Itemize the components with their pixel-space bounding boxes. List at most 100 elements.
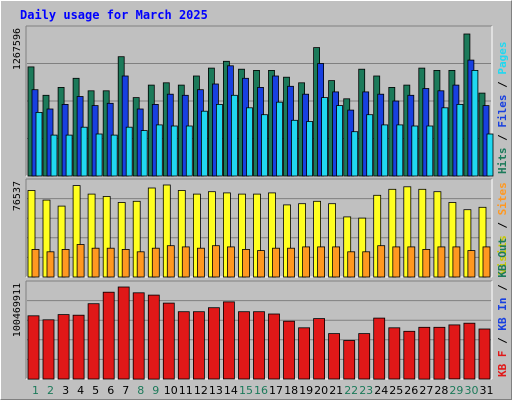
visits-bar-visits: [222, 192, 231, 278]
visits-bar-visits: [388, 188, 397, 278]
visits-bar-visits: [238, 193, 246, 278]
kbf-ytick-label: 100469911: [12, 283, 23, 337]
visits-bar-sites: [347, 251, 356, 278]
x-tick-label: 26: [404, 384, 418, 397]
kbf-bar-kb-f: [343, 340, 356, 380]
x-tick-label: 19: [299, 384, 313, 397]
visits-bar-sites: [437, 246, 446, 278]
kbf-bar-kb-f: [42, 319, 55, 380]
visits-bar-sites: [181, 246, 190, 278]
visits-bar-sites: [467, 250, 476, 278]
visits-bar-visits: [448, 202, 457, 278]
visits-bar-sites: [317, 246, 326, 278]
hits-bar-pages: [426, 125, 434, 177]
hits-bar-pages: [110, 134, 118, 177]
hits-bar-pages: [246, 107, 253, 177]
x-tick-label: 28: [434, 384, 448, 397]
x-tick-label: 8: [137, 384, 144, 397]
x-tick-label: 25: [389, 384, 403, 397]
visits-bar-visits: [403, 186, 412, 278]
visits-bar-sites: [61, 248, 70, 278]
visits-bar-sites: [452, 246, 461, 278]
x-tick-label: 31: [480, 384, 494, 397]
legend-entry: Hits: [496, 148, 509, 175]
visits-bar-visits: [72, 185, 81, 278]
kbf-bar-kb-f: [478, 328, 491, 380]
kbf-bar-kb-f: [27, 315, 40, 380]
kbf-bar-kb-f: [298, 327, 311, 380]
kbf-bar-kb-f: [222, 301, 235, 380]
visits-bar-sites: [332, 246, 341, 278]
kbf-bar-kb-f: [313, 318, 326, 380]
hits-bar-pages: [351, 131, 359, 177]
visits-bar-visits: [102, 196, 111, 278]
x-tick-label: 12: [194, 384, 208, 397]
visits-bar-sites: [46, 251, 55, 278]
visits-bar-sites: [482, 246, 491, 278]
visits-bar-visits: [418, 188, 427, 278]
visits-bar-sites: [377, 245, 386, 278]
visits-bar-sites: [226, 246, 235, 278]
hits-bar-pages: [471, 70, 479, 177]
kbf-bar-kb-f: [72, 314, 85, 380]
visits-bar-visits: [283, 204, 291, 278]
hits-bar-pages: [486, 133, 494, 177]
hits-bar-pages: [291, 119, 298, 177]
visits-bar-visits: [328, 203, 337, 278]
legend-entry: KB F: [496, 351, 509, 378]
hits-bar-pages: [170, 125, 178, 177]
hits-ytick-label: 1267596: [12, 28, 23, 70]
x-tick-label: 21: [329, 384, 343, 397]
hits-bar-pages: [80, 126, 88, 177]
kbf-bar-kb-f: [132, 292, 145, 380]
visits-bar-visits: [253, 193, 261, 278]
hits-bar-pages: [276, 101, 283, 177]
hits-bar-pages: [261, 114, 268, 177]
visits-bar-visits: [433, 191, 442, 278]
legend-entry: /: [496, 278, 509, 298]
kbf-bar-kb-f: [147, 294, 160, 380]
hits-bar-pages: [441, 107, 449, 177]
kbf-bar-kb-f: [102, 291, 115, 380]
legend-entry: /: [496, 331, 509, 351]
visits-bar-sites: [407, 246, 416, 278]
visits-bar-sites: [166, 245, 175, 278]
visits-bar-sites: [302, 246, 311, 278]
hits-bar-pages: [215, 104, 223, 177]
visits-bar-sites: [196, 247, 205, 278]
visits-bar-sites: [392, 246, 401, 278]
x-tick-label: 4: [77, 384, 84, 397]
x-tick-label: 11: [179, 384, 193, 397]
visits-bar-sites: [106, 247, 115, 278]
visits-bar-visits: [313, 200, 322, 278]
visits-bar-sites: [422, 248, 431, 278]
hits-bar-pages: [155, 124, 163, 177]
hits-bar-pages: [185, 125, 193, 177]
x-tick-label: 27: [419, 384, 433, 397]
visits-ytick-label: 76537: [12, 181, 23, 211]
x-tick-label: 30: [465, 384, 479, 397]
visits-bar-sites: [257, 250, 265, 278]
x-tick-label: 15: [239, 384, 253, 397]
kbf-bar-kb-f: [192, 311, 205, 380]
x-tick-label: 10: [164, 384, 178, 397]
hits-bar-pages: [140, 130, 148, 177]
x-tick-label: 5: [92, 384, 99, 397]
visits-bar-sites: [242, 248, 250, 278]
x-tick-label: 18: [284, 384, 298, 397]
visits-bar-sites: [91, 247, 100, 278]
visits-bar-visits: [132, 200, 141, 278]
x-tick-label: 17: [269, 384, 283, 397]
x-tick-label: 2: [47, 384, 54, 397]
hits-bar-files: [121, 75, 129, 177]
visits-bar-visits: [207, 191, 216, 278]
hits-bar-pages: [381, 124, 389, 177]
hits-bar-pages: [95, 133, 103, 177]
visits-bar-visits: [192, 193, 201, 278]
hits-bar-pages: [50, 134, 58, 177]
x-tick-label: 6: [107, 384, 114, 397]
visits-bar-visits: [42, 199, 51, 278]
hits-bar-pages: [411, 125, 419, 177]
visits-bar-visits: [373, 194, 382, 278]
visits-bar-sites: [211, 245, 220, 278]
